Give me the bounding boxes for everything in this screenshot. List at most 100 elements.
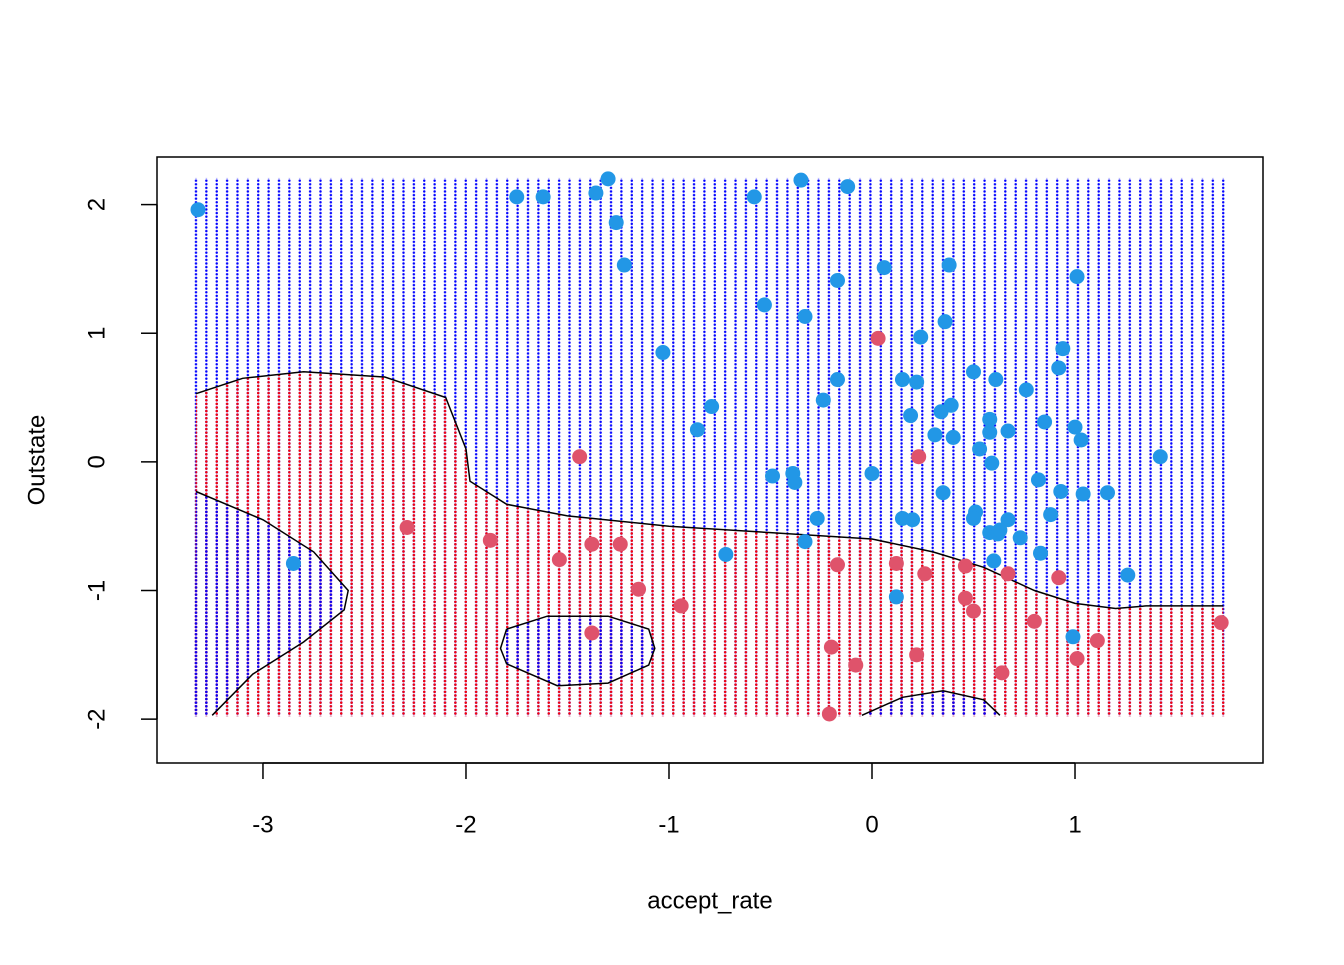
point bbox=[584, 625, 600, 641]
y-tick-label: -2 bbox=[83, 708, 110, 729]
point bbox=[1065, 629, 1081, 645]
decision-boundary bbox=[861, 690, 1001, 716]
point bbox=[909, 374, 925, 390]
point bbox=[689, 422, 705, 438]
point bbox=[888, 589, 904, 605]
point bbox=[1000, 423, 1016, 439]
point bbox=[600, 171, 616, 187]
point bbox=[1099, 485, 1115, 501]
point bbox=[1000, 512, 1016, 528]
y-tick-label: -1 bbox=[83, 580, 110, 601]
point bbox=[876, 260, 892, 276]
point bbox=[1030, 472, 1046, 488]
point bbox=[1000, 566, 1016, 582]
decision-boundary bbox=[195, 371, 1224, 610]
point bbox=[1075, 486, 1091, 502]
decision-boundary bbox=[195, 490, 350, 716]
point bbox=[1051, 570, 1067, 586]
point bbox=[1055, 341, 1071, 357]
point bbox=[1073, 432, 1089, 448]
point bbox=[1037, 414, 1053, 430]
region-upper-bottom bbox=[861, 690, 1000, 716]
point bbox=[864, 465, 880, 481]
point bbox=[840, 179, 856, 195]
point bbox=[787, 474, 803, 490]
point bbox=[551, 552, 567, 568]
point bbox=[935, 485, 951, 501]
point bbox=[994, 665, 1010, 681]
point bbox=[957, 590, 973, 606]
point bbox=[913, 329, 929, 345]
point bbox=[984, 455, 1000, 471]
point bbox=[943, 397, 959, 413]
point bbox=[1053, 483, 1069, 499]
point bbox=[1089, 633, 1105, 649]
region-upper-island bbox=[500, 616, 655, 686]
point bbox=[982, 411, 998, 427]
point bbox=[941, 257, 957, 273]
point bbox=[821, 706, 837, 722]
point bbox=[937, 314, 953, 330]
point bbox=[655, 345, 671, 361]
point bbox=[190, 202, 206, 218]
point bbox=[608, 215, 624, 231]
point bbox=[797, 309, 813, 325]
point bbox=[673, 598, 689, 614]
point bbox=[909, 647, 925, 663]
point bbox=[823, 639, 839, 655]
point bbox=[588, 185, 604, 201]
point bbox=[848, 657, 864, 673]
point bbox=[966, 603, 982, 619]
point bbox=[285, 555, 301, 571]
point bbox=[631, 581, 647, 597]
point bbox=[399, 519, 415, 535]
y-axis-label: Outstate bbox=[23, 415, 50, 506]
point bbox=[482, 532, 498, 548]
point bbox=[1018, 382, 1034, 398]
decision-boundary bbox=[499, 615, 656, 687]
point bbox=[809, 510, 825, 526]
point bbox=[986, 553, 1002, 569]
point bbox=[1152, 449, 1168, 465]
point bbox=[616, 257, 632, 273]
point bbox=[509, 189, 525, 205]
point bbox=[1012, 530, 1028, 546]
point bbox=[1033, 545, 1049, 561]
point bbox=[1069, 651, 1085, 667]
point bbox=[894, 372, 910, 388]
point bbox=[584, 536, 600, 552]
point bbox=[829, 372, 845, 388]
region-lower bbox=[193, 371, 1226, 717]
point bbox=[572, 449, 588, 465]
point bbox=[917, 566, 933, 582]
point bbox=[1051, 360, 1067, 376]
x-tick-label: -2 bbox=[455, 811, 476, 838]
region-upper-left bbox=[193, 491, 349, 717]
point bbox=[1067, 419, 1083, 435]
point bbox=[957, 558, 973, 574]
point bbox=[972, 441, 988, 457]
point bbox=[535, 189, 551, 205]
y-tick-label: 1 bbox=[83, 327, 110, 340]
y-tick-label: 0 bbox=[83, 455, 110, 468]
x-tick-label: -1 bbox=[658, 811, 679, 838]
point bbox=[1043, 507, 1059, 523]
y-tick-label: 2 bbox=[83, 198, 110, 211]
point bbox=[829, 272, 845, 288]
point bbox=[1069, 269, 1085, 285]
point bbox=[870, 330, 886, 346]
point bbox=[988, 372, 1004, 388]
point bbox=[905, 512, 921, 528]
x-axis-label: accept_rate bbox=[647, 887, 772, 914]
point bbox=[945, 429, 961, 445]
point bbox=[704, 399, 720, 415]
x-tick-label: 0 bbox=[865, 811, 878, 838]
point bbox=[992, 522, 1008, 538]
x-tick-label: -3 bbox=[252, 811, 273, 838]
point bbox=[746, 189, 762, 205]
point bbox=[927, 427, 943, 443]
point bbox=[888, 555, 904, 571]
point bbox=[718, 546, 734, 562]
point bbox=[911, 449, 927, 465]
